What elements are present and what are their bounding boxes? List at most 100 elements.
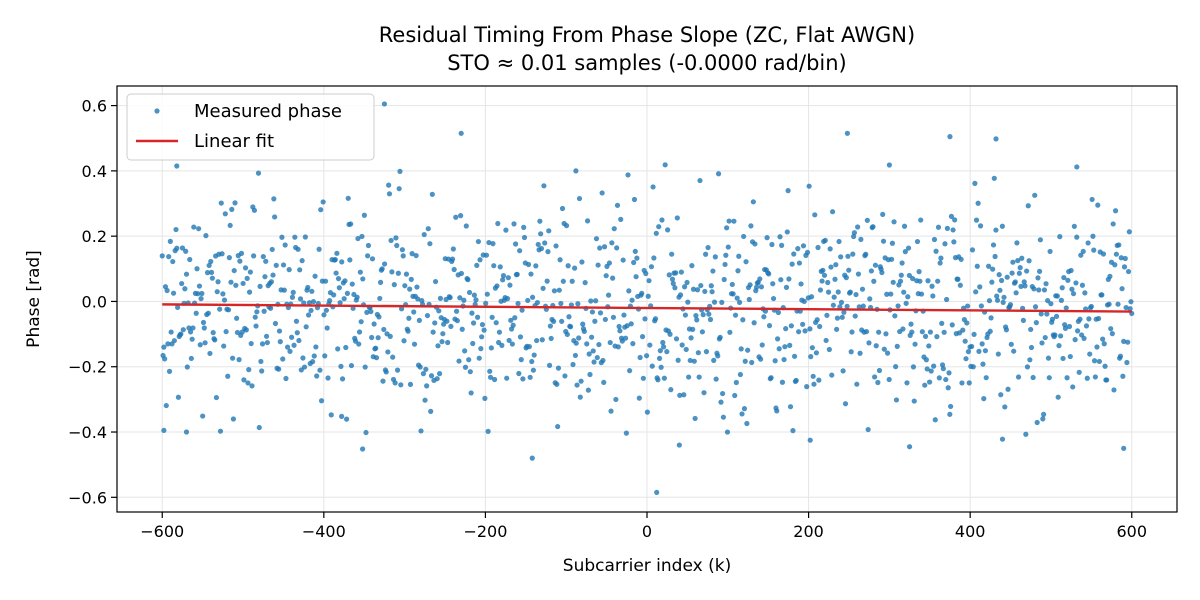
scatter-point	[991, 175, 997, 181]
scatter-point	[966, 380, 972, 386]
scatter-point	[602, 316, 608, 323]
scatter-point	[776, 346, 782, 352]
scatter-point	[234, 315, 240, 321]
scatter-point	[664, 349, 670, 355]
scatter-point	[1121, 445, 1127, 451]
scatter-point	[228, 279, 234, 285]
scatter-point	[496, 329, 503, 335]
scatter-point	[613, 396, 619, 403]
scatter-point	[504, 375, 510, 381]
scatter-point	[646, 278, 652, 284]
scatter-point	[916, 269, 922, 275]
scatter-point	[935, 224, 942, 230]
scatter-point	[852, 313, 858, 319]
scatter-point	[428, 408, 434, 414]
scatter-point	[164, 287, 170, 294]
scatter-point	[240, 280, 246, 287]
scatter-point	[880, 238, 887, 244]
scatter-point	[698, 282, 704, 289]
scatter-point	[297, 296, 304, 302]
scatter-point	[297, 267, 303, 273]
scatter-point	[391, 282, 397, 288]
scatter-point	[207, 350, 213, 357]
scatter-point	[939, 320, 945, 326]
scatter-point	[859, 286, 866, 292]
scatter-point	[292, 234, 298, 240]
scatter-point	[838, 299, 845, 305]
scatter-point	[810, 373, 816, 379]
scatter-point	[1041, 287, 1048, 293]
scatter-point	[943, 296, 950, 303]
scatter-point	[259, 368, 265, 374]
scatter-point	[1040, 416, 1046, 422]
scatter-point	[758, 356, 764, 362]
scatter-point	[339, 376, 346, 382]
scatter-point	[557, 257, 563, 263]
scatter-point	[812, 212, 818, 218]
scatter-point	[855, 271, 862, 277]
scatter-point	[533, 263, 539, 269]
scatter-point	[1080, 248, 1086, 255]
scatter-point	[414, 284, 420, 290]
scatter-point	[983, 375, 989, 381]
scatter-point	[500, 273, 507, 279]
scatter-point	[653, 230, 659, 236]
scatter-point	[251, 253, 257, 259]
scatter-point	[786, 276, 792, 282]
scatter-point	[203, 233, 209, 239]
scatter-point	[621, 312, 627, 318]
scatter-point	[238, 250, 245, 256]
scatter-point	[1099, 292, 1105, 298]
scatter-point	[309, 288, 315, 294]
scatter-point	[634, 255, 640, 261]
scatter-point	[271, 196, 277, 202]
scatter-point	[1118, 255, 1124, 261]
scatter-point	[270, 272, 276, 278]
scatter-point	[554, 381, 560, 387]
scatter-point	[198, 296, 204, 302]
scatter-point	[1094, 344, 1100, 350]
x-axis-label: Subcarrier index (k)	[563, 556, 731, 576]
scatter-point	[732, 312, 739, 318]
scatter-point	[1095, 202, 1101, 208]
scatter-point	[1121, 264, 1128, 270]
scatter-point	[694, 287, 701, 293]
scatter-point	[421, 231, 427, 238]
scatter-point	[225, 373, 231, 379]
scatter-point	[1052, 332, 1058, 338]
scatter-point	[732, 392, 738, 399]
scatter-point	[975, 200, 981, 206]
scatter-point	[899, 260, 905, 266]
scatter-point	[210, 330, 216, 336]
scatter-point	[987, 328, 993, 334]
scatter-point	[489, 314, 495, 320]
scatter-point	[427, 241, 433, 247]
scatter-point	[901, 289, 907, 295]
scatter-point	[1066, 323, 1073, 330]
x-axis-ticks: −600 −400 −200 0 200 400 600	[140, 512, 1147, 541]
scatter-point	[369, 256, 376, 262]
scatter-point	[174, 163, 180, 169]
scatter-point	[796, 260, 803, 266]
scatter-point	[741, 233, 747, 240]
scatter-point	[858, 236, 864, 243]
scatter-point	[672, 285, 678, 291]
scatter-point	[930, 293, 936, 299]
scatter-point	[677, 392, 683, 398]
scatter-point	[842, 401, 849, 407]
scatter-point	[1026, 258, 1032, 264]
scatter-point	[396, 186, 402, 192]
scatter-point	[558, 300, 564, 307]
scatter-point	[314, 373, 320, 379]
scatter-point	[584, 341, 590, 347]
scatter-point	[789, 261, 795, 267]
scatter-point	[962, 338, 968, 344]
scatter-point	[828, 264, 834, 270]
scatter-point	[1113, 251, 1119, 257]
scatter-point	[272, 214, 278, 220]
scatter-point	[1064, 375, 1070, 381]
scatter-point	[474, 262, 480, 268]
scatter-point	[295, 246, 301, 252]
scatter-point	[717, 334, 723, 340]
scatter-point	[925, 278, 931, 284]
